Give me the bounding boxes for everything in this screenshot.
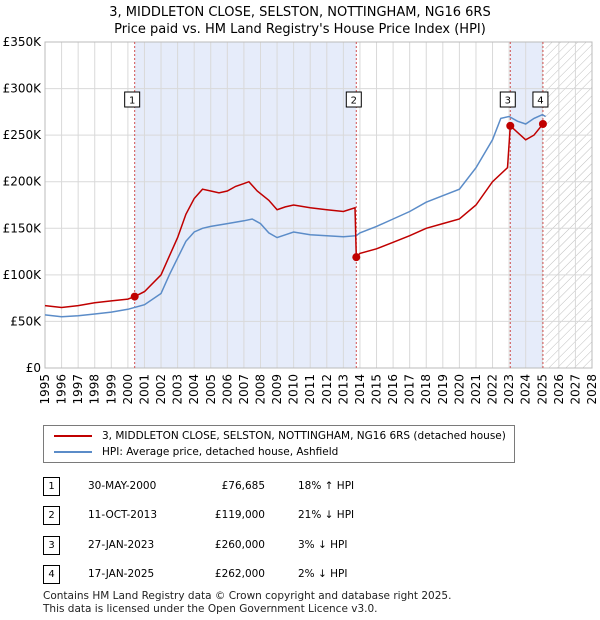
x-tick-label: 1995 bbox=[38, 374, 52, 405]
row-date: 30-MAY-2000 bbox=[88, 480, 157, 492]
row-number: 2 bbox=[43, 506, 60, 525]
y-tick-label: £350K bbox=[3, 35, 43, 49]
x-tick-label: 2007 bbox=[237, 374, 251, 405]
row-hpi-diff: 21% ↓ HPI bbox=[298, 509, 355, 521]
row-price: £260,000 bbox=[214, 539, 265, 551]
sale-point bbox=[130, 292, 139, 301]
row-number: 4 bbox=[43, 565, 60, 584]
x-tick-label: 2020 bbox=[452, 374, 466, 405]
price-chart: £0 £50K £100K £150K £200K £250K £300K £350K 1995… bbox=[3, 35, 599, 405]
row-hpi-diff: 3% ↓ HPI bbox=[298, 539, 348, 551]
x-tick-label: 1998 bbox=[88, 374, 102, 405]
sale-number-label: 3 bbox=[505, 96, 511, 107]
sale-point bbox=[538, 119, 547, 128]
y-tick-label: £150K bbox=[3, 221, 43, 235]
legend-price-label: 3, MIDDLETON CLOSE, SELSTON, NOTTINGHAM,… bbox=[102, 430, 506, 442]
x-tick-label: 2004 bbox=[187, 374, 201, 405]
sale-number-label: 4 bbox=[537, 96, 543, 107]
sale-number-label: 1 bbox=[129, 96, 135, 107]
x-tick-label: 2014 bbox=[353, 374, 367, 405]
legend: 3, MIDDLETON CLOSE, SELSTON, NOTTINGHAM,… bbox=[43, 425, 515, 463]
sale-number-box bbox=[124, 91, 141, 108]
x-tick-label: 2000 bbox=[121, 374, 135, 405]
row-price: £262,000 bbox=[214, 568, 265, 580]
x-tick-label: 2005 bbox=[204, 374, 218, 405]
legend-hpi-swatch bbox=[54, 451, 92, 453]
legend-item-hpi: HPI: Average price, detached house, Ashf… bbox=[54, 445, 338, 459]
legend-price-swatch bbox=[54, 435, 92, 437]
hpi-line bbox=[44, 113, 546, 318]
row-date: 27-JAN-2023 bbox=[88, 539, 155, 551]
x-tick-label: 2021 bbox=[469, 374, 483, 405]
x-tick-label: 2026 bbox=[552, 374, 566, 405]
chart-title: 3, MIDDLETON CLOSE, SELSTON, NOTTINGHAM,… bbox=[0, 4, 600, 38]
price-paid-line bbox=[44, 123, 546, 309]
row-date: 17-JAN-2025 bbox=[88, 568, 155, 580]
x-tick-label: 2012 bbox=[320, 374, 334, 405]
x-tick-label: 2024 bbox=[519, 374, 533, 405]
x-tick-label: 2028 bbox=[585, 374, 599, 405]
x-tick-label: 2013 bbox=[336, 374, 350, 405]
x-tick-label: 1996 bbox=[55, 374, 69, 405]
y-tick-label: £300K bbox=[3, 82, 43, 96]
x-tick-label: 2015 bbox=[370, 374, 384, 405]
x-tick-label: 2016 bbox=[386, 374, 400, 405]
x-tick-label: 2009 bbox=[270, 374, 284, 405]
x-tick-label: 2011 bbox=[303, 374, 317, 405]
x-tick-label: 2002 bbox=[154, 374, 168, 405]
y-tick-label: £100K bbox=[3, 268, 43, 282]
x-tick-label: 2022 bbox=[486, 374, 500, 405]
table-row: 3 27-JAN-2023 £260,000 3% ↓ HPI bbox=[43, 536, 513, 556]
row-price: £119,000 bbox=[214, 509, 265, 521]
plot-frame bbox=[44, 41, 593, 369]
row-hpi-diff: 2% ↓ HPI bbox=[298, 568, 348, 580]
table-row: 2 11-OCT-2013 £119,000 21% ↓ HPI bbox=[43, 506, 513, 526]
footer-line1: Contains HM Land Registry data © Crown c… bbox=[43, 590, 452, 602]
future-hatch-region bbox=[545, 42, 592, 368]
y-tick-label: £250K bbox=[3, 128, 43, 142]
y-tick-label: £50K bbox=[10, 314, 42, 328]
chart-title-line2: Price paid vs. HM Land Registry's House … bbox=[114, 22, 486, 37]
sale-point bbox=[506, 121, 515, 130]
row-number: 3 bbox=[43, 536, 60, 555]
ownership-period-shade bbox=[510, 42, 543, 368]
footer-line2: This data is licensed under the Open Gov… bbox=[43, 603, 378, 615]
x-tick-label: 1997 bbox=[71, 374, 85, 405]
x-tick-label: 2025 bbox=[535, 374, 549, 405]
sale-point bbox=[352, 253, 361, 262]
x-tick-label: 1999 bbox=[104, 374, 118, 405]
y-tick-label: £200K bbox=[3, 175, 43, 189]
row-hpi-diff: 18% ↑ HPI bbox=[298, 480, 355, 492]
sale-number-box bbox=[499, 91, 516, 108]
x-tick-label: 2023 bbox=[502, 374, 516, 405]
x-tick-label: 2018 bbox=[419, 374, 433, 405]
x-tick-label: 2019 bbox=[436, 374, 450, 405]
chart-title-line1: 3, MIDDLETON CLOSE, SELSTON, NOTTINGHAM,… bbox=[109, 5, 491, 20]
table-row: 4 17-JAN-2025 £262,000 2% ↓ HPI bbox=[43, 565, 513, 585]
row-number: 1 bbox=[43, 477, 60, 496]
x-tick-label: 2006 bbox=[220, 374, 234, 405]
legend-item-price: 3, MIDDLETON CLOSE, SELSTON, NOTTINGHAM,… bbox=[54, 429, 506, 443]
x-tick-label: 2017 bbox=[403, 374, 417, 405]
row-price: £76,685 bbox=[221, 480, 265, 492]
y-tick-label: £0 bbox=[26, 361, 41, 375]
sale-number-label: 2 bbox=[351, 96, 357, 107]
x-tick-label: 2027 bbox=[568, 374, 582, 405]
row-date: 11-OCT-2013 bbox=[88, 509, 157, 521]
x-tick-label: 2001 bbox=[137, 374, 151, 405]
ownership-period-shade bbox=[134, 42, 357, 368]
footer-attribution: Contains HM Land Registry data © Crown c… bbox=[43, 590, 451, 616]
x-tick-label: 2010 bbox=[287, 374, 301, 405]
table-row: 1 30-MAY-2000 £76,685 18% ↑ HPI bbox=[43, 477, 513, 497]
sale-number-box bbox=[345, 91, 362, 108]
x-tick-label: 2003 bbox=[171, 374, 185, 405]
x-tick-label: 2008 bbox=[253, 374, 267, 405]
sale-number-box bbox=[532, 91, 549, 108]
legend-hpi-label: HPI: Average price, detached house, Ashf… bbox=[102, 446, 339, 458]
